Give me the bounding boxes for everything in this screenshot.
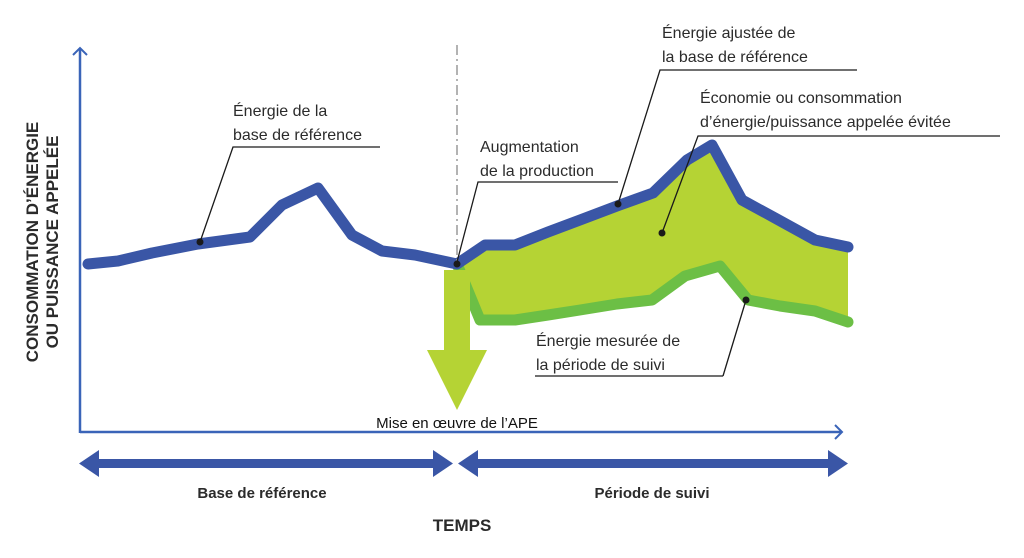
baseline-period-label: Base de référence xyxy=(197,485,326,502)
adjusted-baseline-label-2: la base de référence xyxy=(662,49,808,66)
adjusted-baseline-label-1: Énergie ajustée de xyxy=(662,23,796,42)
savings-area xyxy=(457,145,848,322)
production-increase-label-1: Augmentation xyxy=(480,139,579,156)
savings-label-2: d’énergie/puissance appelée évitée xyxy=(700,114,951,131)
baseline-period-arrow xyxy=(79,450,453,477)
callout-lines xyxy=(199,69,1000,377)
monitoring-period-label: Période de suivi xyxy=(594,485,709,502)
measured-energy-label-1: Énergie mesurée de xyxy=(536,331,680,350)
implementation-arrow xyxy=(427,270,487,410)
implementation-label: Mise en œuvre de l’APE xyxy=(376,415,538,432)
y-axis-label-line2: OU PUISSANCE APPELÉE xyxy=(43,136,62,349)
y-axis-label-line1: CONSOMMATION D’ÉNERGIE xyxy=(23,122,42,363)
baseline-energy-label-2: base de référence xyxy=(233,127,362,144)
measured-energy-label-2: la période de suivi xyxy=(536,357,665,374)
baseline-energy-line xyxy=(82,139,854,270)
savings-label-1: Économie ou consommation xyxy=(700,88,902,107)
production-increase-label-2: de la production xyxy=(480,163,594,180)
monitoring-period-arrow xyxy=(458,450,848,477)
x-axis-label: TEMPS xyxy=(433,516,492,535)
callout-dots xyxy=(196,200,750,304)
baseline-energy-label-1: Énergie de la xyxy=(233,101,327,120)
measured-energy-line xyxy=(451,258,854,328)
